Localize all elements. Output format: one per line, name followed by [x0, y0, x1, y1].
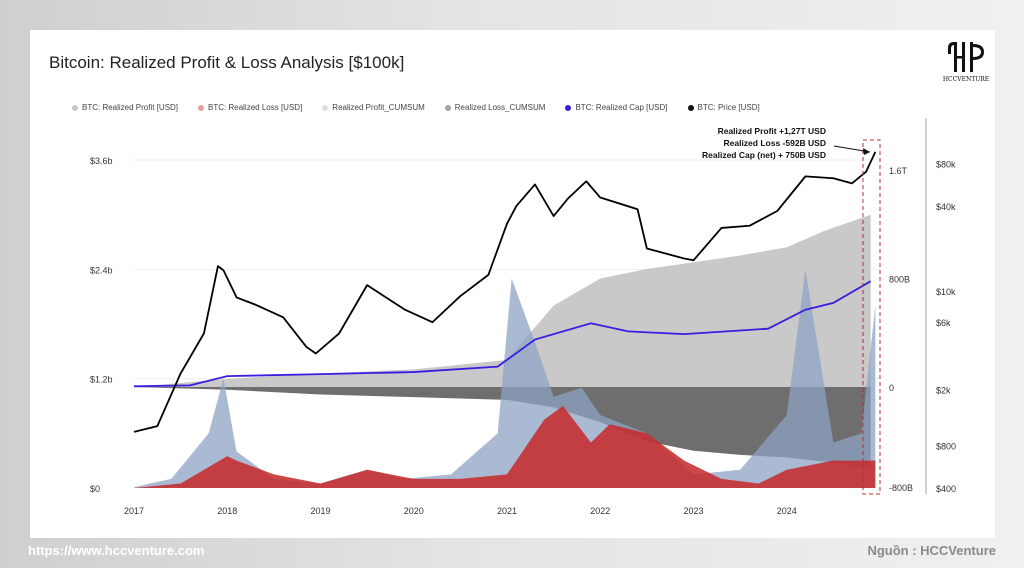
- website-link[interactable]: https://www.hccventure.com: [28, 543, 205, 558]
- legend-marker-icon: [322, 104, 329, 111]
- y-mid-tick-label: 1.6T: [889, 166, 908, 176]
- legend-item[interactable]: Realized Loss_CUMSUM: [444, 103, 546, 112]
- x-tick-label: 2019: [311, 506, 331, 516]
- x-tick-label: 2020: [404, 506, 424, 516]
- y-right-tick-label: $80k: [936, 160, 956, 170]
- y-right-tick-label: $40k: [936, 202, 956, 212]
- legend-marker-icon: [198, 104, 205, 111]
- legend-label: Realized Loss_CUMSUM: [454, 103, 546, 112]
- y-left-tick-label: $2.4b: [90, 265, 113, 275]
- annotation-group: Realized Profit +1,27T USD Realized Loss …: [702, 126, 881, 495]
- btc-price-line: [133, 151, 877, 433]
- annotation-text: Realized Loss -592B USD: [723, 138, 826, 148]
- realized-loss-cumsum-area: [134, 387, 871, 468]
- y-left-tick-label: $3.6b: [90, 156, 113, 166]
- realized-loss-area: [134, 406, 876, 488]
- legend-item[interactable]: BTC: Realized Cap [USD]: [565, 103, 668, 112]
- legend-label: BTC: Realized Cap [USD]: [575, 103, 668, 112]
- x-tick-label: 2022: [590, 506, 610, 516]
- y-right-tick-label: $800: [936, 442, 956, 452]
- axis-labels: 2017 2018 2019 2020 2021 2022 2023 2024 $0 $1.2b $…: [90, 118, 956, 516]
- legend-marker-icon: [687, 104, 694, 111]
- hccventure-logo: HCCVENTURE: [940, 40, 992, 90]
- chart-title: Bitcoin: Realized Profit & Loss Analysis…: [49, 53, 405, 72]
- legend-label: Realized Profit_CUMSUM: [332, 103, 425, 112]
- hcc-logo-mark-icon: [948, 42, 984, 72]
- y-left-tick-label: $0: [90, 484, 100, 494]
- legend-item[interactable]: BTC: Price [USD]: [687, 103, 760, 112]
- x-tick-label: 2023: [684, 506, 704, 516]
- y-right-tick-label: $400: [936, 484, 956, 494]
- y-right-tick-label: $6k: [936, 318, 951, 328]
- source-credit: Nguồn : HCCVenture: [867, 543, 996, 558]
- legend-marker-icon: [565, 104, 572, 111]
- legend-marker-icon: [72, 104, 78, 111]
- legend-item[interactable]: Realized Profit_CUMSUM: [322, 103, 425, 112]
- legend-label: BTC: Price [USD]: [697, 103, 760, 112]
- legend-label: BTC: Realized Loss [USD]: [208, 103, 303, 112]
- line-layers: [133, 151, 877, 433]
- x-tick-label: 2024: [777, 506, 797, 516]
- y-mid-tick-label: 800B: [889, 275, 910, 285]
- y-right-tick-label: $2k: [936, 385, 951, 395]
- highlight-box: [862, 139, 881, 495]
- y-right-tick-label: $10k: [936, 287, 956, 297]
- realized-profit-cumsum-area: [134, 214, 871, 387]
- x-tick-label: 2017: [124, 506, 144, 516]
- chart-legend: BTC: Realized Profit [USD] BTC: Realized …: [72, 103, 760, 112]
- realized-cap-line: [133, 280, 872, 388]
- area-layers: [134, 159, 880, 488]
- x-tick-label: 2021: [497, 506, 517, 516]
- legend-item[interactable]: BTC: Realized Loss [USD]: [198, 103, 302, 112]
- legend-label: BTC: Realized Profit [USD]: [82, 103, 179, 112]
- y-left-tick-label: $1.2b: [90, 375, 113, 385]
- annotation-text: Realized Profit +1,27T USD: [718, 126, 826, 136]
- x-tick-label: 2018: [217, 506, 237, 516]
- arrow-head-icon: [863, 148, 870, 155]
- realized-profit-area: [134, 269, 876, 488]
- annotation-text: Realized Cap (net) + 750B USD: [702, 150, 826, 160]
- legend-item[interactable]: BTC: Realized Profit [USD]: [72, 103, 178, 112]
- brand-name: HCCVENTURE: [942, 76, 990, 83]
- y-mid-tick-label: 0: [889, 383, 894, 393]
- y-mid-tick-label: -800B: [889, 483, 913, 493]
- legend-marker-icon: [444, 104, 451, 111]
